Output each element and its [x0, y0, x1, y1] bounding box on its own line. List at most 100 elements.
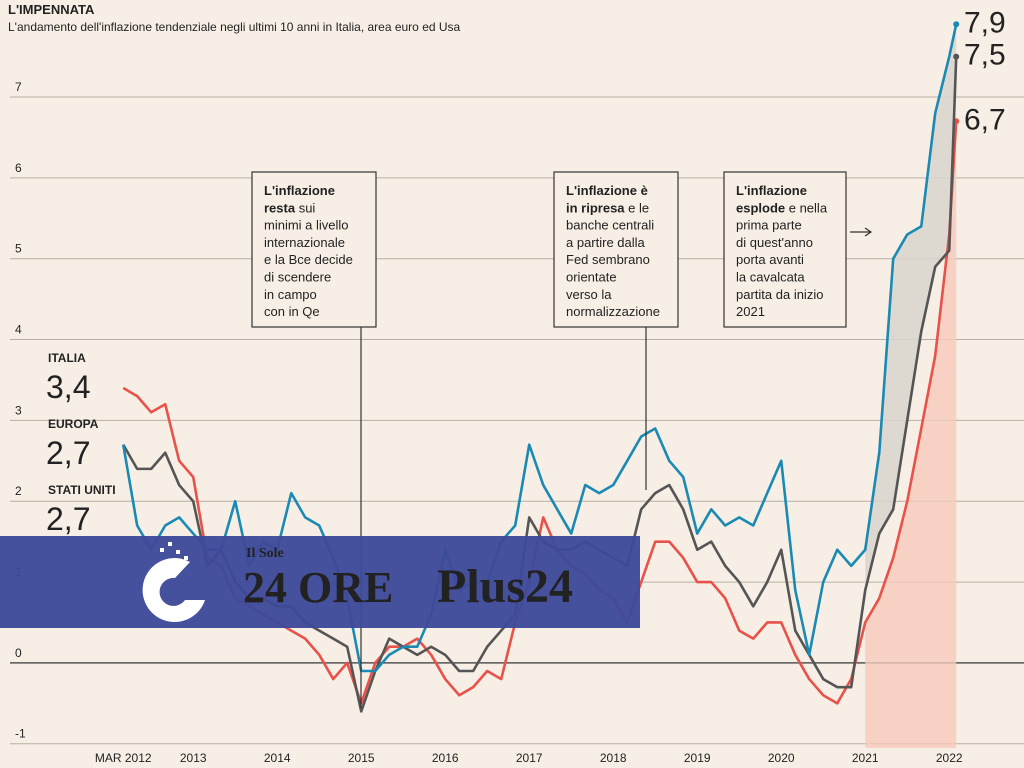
- annotation-line: L'inflazione: [264, 183, 335, 198]
- value-label: 3,4: [46, 369, 90, 405]
- x-tick-label: 2021: [852, 751, 879, 765]
- x-tick-label: 2019: [684, 751, 711, 765]
- annotation-line: esplode e nella: [736, 200, 828, 215]
- annotation-line: verso la: [566, 287, 612, 302]
- annotation-line: orientate: [566, 270, 617, 285]
- end-dot: [953, 21, 960, 28]
- annotation-text: di quest'anno: [736, 235, 813, 250]
- annotation-text: in campo: [264, 287, 317, 302]
- x-tick-label: 2017: [516, 751, 543, 765]
- x-tick-label: 2014: [264, 751, 291, 765]
- logo-dot: [176, 550, 180, 554]
- annotation-line: di quest'anno: [736, 235, 813, 250]
- annotation-text: orientate: [566, 270, 617, 285]
- annotation-line: in ripresa e le: [566, 200, 649, 215]
- x-tick-label: MAR 2012: [95, 751, 152, 765]
- annotation-line: di scendere: [264, 270, 331, 285]
- x-tick-label: 2022: [936, 751, 963, 765]
- annotation-text: di scendere: [264, 270, 331, 285]
- y-tick-label: 0: [15, 646, 22, 660]
- annotation-text: verso la: [566, 287, 612, 302]
- background-layer: [10, 24, 1024, 748]
- brand: 24 ORE: [243, 563, 393, 612]
- annotation-text: e la Bce decide: [264, 252, 353, 267]
- value-label: 7,9: [964, 6, 1006, 39]
- x-tick-label: 2015: [348, 751, 375, 765]
- annotation-line: L'inflazione: [736, 183, 807, 198]
- legend-label: EUROPA: [48, 417, 99, 431]
- chart-title: L'IMPENNATA: [8, 2, 95, 17]
- chart-subtitle: L'andamento dell'inflazione tendenziale …: [8, 20, 461, 34]
- annotation-text: partita da inizio: [736, 287, 823, 302]
- annotation-line: in campo: [264, 287, 317, 302]
- value-label: 2,7: [46, 501, 90, 537]
- brand-product: Plus24: [437, 560, 573, 613]
- y-tick-label: 2: [15, 484, 22, 498]
- logo-dot: [170, 560, 174, 564]
- y-tick-label: 6: [15, 161, 22, 175]
- annotation-line: con in Qe: [264, 304, 320, 319]
- annotation-text: e le: [625, 200, 650, 215]
- logo-dot: [168, 542, 172, 546]
- annotation-text: 2021: [736, 304, 765, 319]
- annotation-line: Fed sembrano: [566, 252, 650, 267]
- annotation-text: a partire dalla: [566, 235, 646, 250]
- annotation-line: 2021: [736, 304, 765, 319]
- annotation-line: e la Bce decide: [264, 252, 353, 267]
- annotation-line: internazionale: [264, 235, 345, 250]
- annotation-text: in ripresa: [566, 200, 625, 215]
- legend-label: ITALIA: [48, 351, 86, 365]
- value-label: 6,7: [964, 103, 1006, 136]
- annotation-text: prima parte: [736, 218, 802, 233]
- y-tick-label: 3: [15, 403, 22, 417]
- banner: [0, 536, 640, 628]
- logo-icon: [142, 558, 205, 623]
- y-tick-label: -1: [15, 727, 26, 741]
- x-tick-label: 2020: [768, 751, 795, 765]
- annotation-text: Fed sembrano: [566, 252, 650, 267]
- annotation-text: resta: [264, 200, 296, 215]
- annotation-line: a partire dalla: [566, 235, 646, 250]
- arrow: [850, 227, 873, 237]
- y-tick-label: 7: [15, 80, 22, 94]
- annotation-text: L'inflazione è: [566, 183, 648, 198]
- annotation-text: con in Qe: [264, 304, 320, 319]
- annotation-text: e nella: [785, 200, 828, 215]
- annotation-text: la cavalcata: [736, 270, 805, 285]
- x-tick-label: 2018: [600, 751, 627, 765]
- annotation-line: minimi a livello: [264, 218, 349, 233]
- annotation-text: internazionale: [264, 235, 345, 250]
- value-label: 7,5: [964, 39, 1006, 72]
- x-tick-label: 2013: [180, 751, 207, 765]
- annotation-line: porta avanti: [736, 252, 804, 267]
- annotation-text: banche centrali: [566, 218, 654, 233]
- value-label: 2,7: [46, 435, 90, 471]
- annotation-text: L'inflazione: [264, 183, 335, 198]
- annotation-box: [251, 171, 377, 328]
- annotation-text: sui: [295, 200, 315, 215]
- annotation-line: resta sui: [264, 200, 315, 215]
- annotation-text: normalizzazione: [566, 304, 660, 319]
- logo-dot: [184, 556, 188, 560]
- y-tick-label: 5: [15, 242, 22, 256]
- annotation-line: banche centrali: [566, 218, 654, 233]
- annotation-text: porta avanti: [736, 252, 804, 267]
- annotation-text: esplode: [736, 200, 785, 215]
- x-tick-label: 2016: [432, 751, 459, 765]
- annotation-line: prima parte: [736, 218, 802, 233]
- annotation-box: [723, 171, 847, 328]
- logo-dot: [160, 548, 164, 552]
- annotation-line: la cavalcata: [736, 270, 805, 285]
- annotation-text: L'inflazione: [736, 183, 807, 198]
- end-dot: [953, 53, 960, 60]
- annotation-line: normalizzazione: [566, 304, 660, 319]
- annotation-line: L'inflazione è: [566, 183, 648, 198]
- legend-label: STATI UNITI: [48, 483, 116, 497]
- y-tick-label: 4: [15, 323, 22, 337]
- shade-italy: [865, 121, 957, 748]
- annotation-line: partita da inizio: [736, 287, 823, 302]
- annotation-box: [553, 171, 679, 328]
- annotation-text: minimi a livello: [264, 218, 349, 233]
- shade-gap: [865, 24, 957, 591]
